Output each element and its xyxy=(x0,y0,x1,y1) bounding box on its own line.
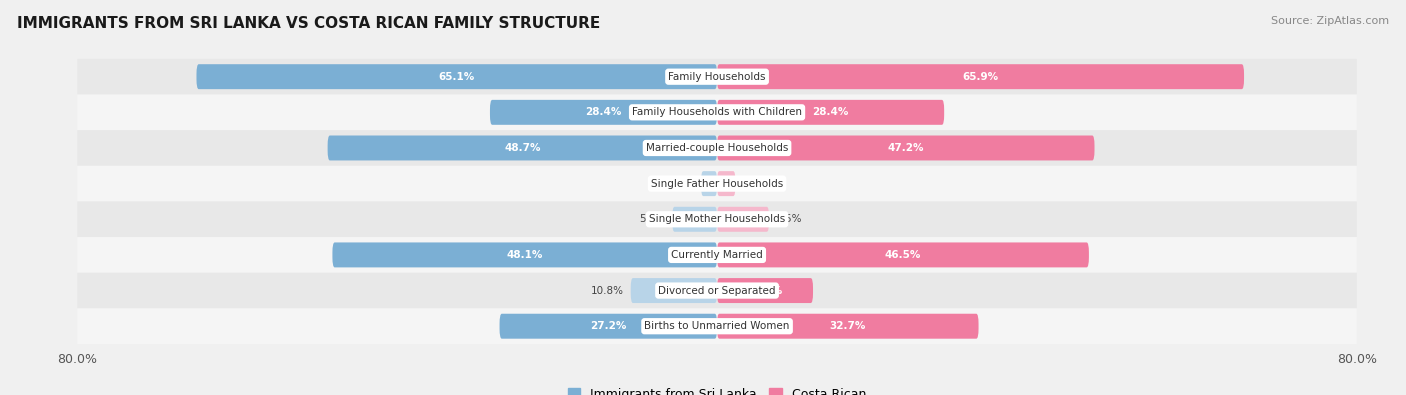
Text: 5.6%: 5.6% xyxy=(640,214,666,224)
FancyBboxPatch shape xyxy=(717,135,1094,160)
Text: 6.5%: 6.5% xyxy=(776,214,801,224)
Text: 12.0%: 12.0% xyxy=(747,286,783,295)
Text: 32.7%: 32.7% xyxy=(830,321,866,331)
Text: 27.2%: 27.2% xyxy=(591,321,627,331)
Text: IMMIGRANTS FROM SRI LANKA VS COSTA RICAN FAMILY STRUCTURE: IMMIGRANTS FROM SRI LANKA VS COSTA RICAN… xyxy=(17,16,600,31)
FancyBboxPatch shape xyxy=(499,314,717,339)
Text: 2.0%: 2.0% xyxy=(668,179,695,189)
FancyBboxPatch shape xyxy=(631,278,717,303)
FancyBboxPatch shape xyxy=(717,100,945,125)
Text: Source: ZipAtlas.com: Source: ZipAtlas.com xyxy=(1271,16,1389,26)
FancyBboxPatch shape xyxy=(717,171,735,196)
FancyBboxPatch shape xyxy=(332,243,717,267)
Text: 48.1%: 48.1% xyxy=(506,250,543,260)
FancyBboxPatch shape xyxy=(197,64,717,89)
FancyBboxPatch shape xyxy=(328,135,717,160)
Text: Family Households: Family Households xyxy=(668,71,766,82)
Text: 2.3%: 2.3% xyxy=(742,179,768,189)
Text: Single Father Households: Single Father Households xyxy=(651,179,783,189)
Text: Divorced or Separated: Divorced or Separated xyxy=(658,286,776,295)
Text: 47.2%: 47.2% xyxy=(887,143,924,153)
FancyBboxPatch shape xyxy=(717,278,813,303)
FancyBboxPatch shape xyxy=(717,243,1088,267)
Text: 10.8%: 10.8% xyxy=(592,286,624,295)
Text: 48.7%: 48.7% xyxy=(505,143,540,153)
Text: 28.4%: 28.4% xyxy=(813,107,849,117)
Text: Family Households with Children: Family Households with Children xyxy=(633,107,801,117)
Text: Married-couple Households: Married-couple Households xyxy=(645,143,789,153)
Text: 28.4%: 28.4% xyxy=(585,107,621,117)
FancyBboxPatch shape xyxy=(672,207,717,232)
Text: Single Mother Households: Single Mother Households xyxy=(650,214,785,224)
FancyBboxPatch shape xyxy=(77,308,1357,344)
FancyBboxPatch shape xyxy=(77,237,1357,273)
Text: 65.9%: 65.9% xyxy=(963,71,998,82)
Text: Births to Unmarried Women: Births to Unmarried Women xyxy=(644,321,790,331)
Text: 65.1%: 65.1% xyxy=(439,71,475,82)
FancyBboxPatch shape xyxy=(77,130,1357,166)
FancyBboxPatch shape xyxy=(489,100,717,125)
Text: 46.5%: 46.5% xyxy=(884,250,921,260)
FancyBboxPatch shape xyxy=(702,171,717,196)
Legend: Immigrants from Sri Lanka, Costa Rican: Immigrants from Sri Lanka, Costa Rican xyxy=(562,383,872,395)
Text: Currently Married: Currently Married xyxy=(671,250,763,260)
FancyBboxPatch shape xyxy=(77,201,1357,237)
FancyBboxPatch shape xyxy=(717,207,769,232)
FancyBboxPatch shape xyxy=(717,64,1244,89)
FancyBboxPatch shape xyxy=(717,314,979,339)
FancyBboxPatch shape xyxy=(77,273,1357,308)
FancyBboxPatch shape xyxy=(77,94,1357,130)
FancyBboxPatch shape xyxy=(77,59,1357,94)
FancyBboxPatch shape xyxy=(77,166,1357,201)
